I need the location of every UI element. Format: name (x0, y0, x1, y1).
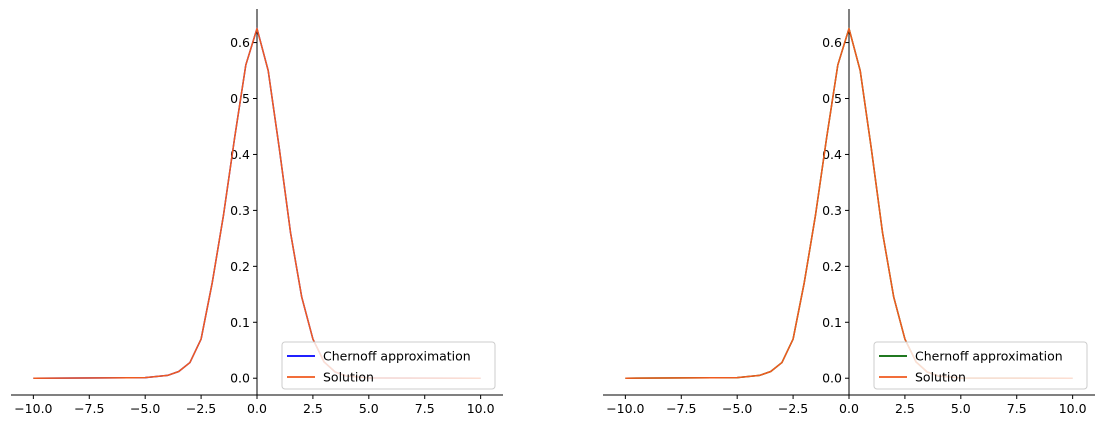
x-tick-label: −10.0 (14, 401, 52, 416)
x-tick-label: 10.0 (467, 401, 495, 416)
x-tick-label: −5.0 (130, 401, 160, 416)
chart-right: −10.0 −7.5 −5.0 −2.5 0.0 2.5 5.0 7.5 10.0 0.0 0.1 0… (603, 9, 1095, 416)
y-tick-label: 0.2 (230, 259, 250, 274)
x-tick-label: −2.5 (778, 401, 808, 416)
x-tick-label: −7.5 (666, 401, 696, 416)
y-tick-label: 0.4 (822, 147, 842, 162)
legend-label: Solution (915, 370, 966, 385)
y-tick-label: 0.6 (822, 35, 842, 50)
x-tick-label: −10.0 (606, 401, 644, 416)
x-tick-label: −2.5 (186, 401, 216, 416)
y-tick-label: 0.1 (230, 315, 250, 330)
y-tick-label: 0.2 (822, 259, 842, 274)
legend-box (873, 341, 1088, 390)
x-tick-label: 2.5 (303, 401, 323, 416)
y-tick-label: 0.0 (230, 371, 250, 386)
x-tick-label: 7.5 (415, 401, 435, 416)
legend-box (281, 341, 496, 390)
x-tick-label: −5.0 (722, 401, 752, 416)
chart-left: −10.0 −7.5 −5.0 −2.5 0.0 2.5 5.0 7.5 10.0 0.0 0.1 0… (11, 9, 503, 416)
y-tick-label: 0.4 (230, 147, 250, 162)
x-tick-label: 2.5 (895, 401, 915, 416)
x-tick-label: 7.5 (1007, 401, 1027, 416)
x-tick-label: 0.0 (247, 401, 267, 416)
x-tick-label: 0.0 (839, 401, 859, 416)
y-tick-label: 0.3 (230, 203, 250, 218)
x-tick-label: 5.0 (951, 401, 971, 416)
y-tick-label: 0.3 (822, 203, 842, 218)
x-tick-label: −7.5 (74, 401, 104, 416)
y-tick-label: 0.1 (822, 315, 842, 330)
x-tick-label: 5.0 (359, 401, 379, 416)
y-tick-label: 0.0 (822, 371, 842, 386)
legend-label: Chernoff approximation (323, 349, 471, 364)
x-tick-label: 10.0 (1059, 401, 1087, 416)
legend: Chernoff approximation Solution (873, 341, 1088, 390)
legend-label: Chernoff approximation (915, 349, 1063, 364)
legend: Chernoff approximation Solution (281, 341, 496, 390)
y-tick-label: 0.6 (230, 35, 250, 50)
legend-label: Solution (323, 370, 374, 385)
